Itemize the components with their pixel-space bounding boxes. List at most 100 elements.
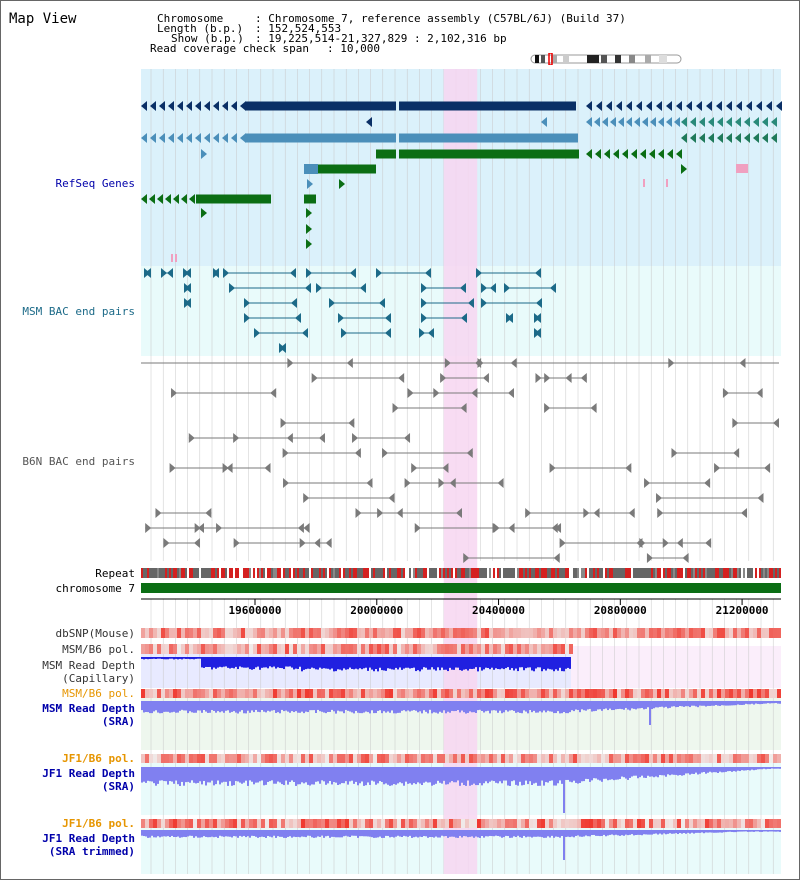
repeat-block [725, 568, 727, 578]
depth-bar [459, 657, 461, 671]
gene-arrow [168, 101, 174, 111]
depth-bar [185, 830, 187, 838]
pol-cell [733, 754, 737, 763]
depth-bar [163, 767, 165, 782]
depth-bar [763, 830, 765, 832]
depth-bar [565, 830, 567, 837]
depth-bar [263, 767, 265, 786]
pol-cell [537, 754, 541, 763]
depth-bar [603, 701, 605, 710]
gene-arrow [762, 117, 768, 127]
depth-bar [443, 701, 445, 711]
pol-cell [233, 819, 237, 828]
repeat-block [671, 568, 673, 578]
depth-bar [173, 767, 175, 784]
pol-cell [325, 689, 329, 698]
pol-cell [725, 628, 729, 638]
depth-bar [257, 830, 259, 838]
depth-bar [207, 657, 209, 668]
depth-bar [173, 830, 175, 837]
pol-cell [433, 819, 437, 828]
depth-bar [721, 830, 723, 833]
depth-bar [209, 767, 211, 783]
repeat-block [673, 568, 675, 578]
depth-bar [363, 657, 365, 669]
pol-cell [773, 628, 777, 638]
depth-bar [735, 767, 737, 772]
msm-bac-label[interactable]: MSM BAC end pairs [22, 305, 135, 318]
depth-bar [251, 657, 253, 670]
gene-arrow [504, 283, 510, 293]
dbsnp-label: dbSNP(Mouse) [55, 627, 135, 640]
depth-bar [383, 701, 385, 712]
depth-bar [387, 701, 389, 712]
depth-bar [227, 657, 229, 668]
pol-cell [385, 689, 389, 698]
pol-cell [501, 689, 505, 698]
refseq-genes-label[interactable]: RefSeq Genes [55, 177, 135, 190]
repeat-block [701, 568, 703, 578]
pol-cell [241, 819, 245, 828]
pol-cell [465, 754, 469, 763]
chromosome-ideogram[interactable] [529, 53, 685, 65]
depth-bar [629, 830, 631, 835]
depth-bar [307, 767, 309, 785]
gene-arrow [481, 283, 487, 293]
pol-cell [653, 754, 657, 763]
depth-bar [679, 830, 681, 834]
b6n-bac-label[interactable]: B6N BAC end pairs [22, 455, 135, 468]
depth-bar [481, 657, 483, 671]
depth-bar [299, 767, 301, 785]
gene-arrow [348, 418, 355, 428]
msm-depth-sra-line2: (SRA) [101, 715, 135, 728]
repeat-block [289, 568, 291, 578]
depth-bar [421, 830, 423, 838]
depth-bar [401, 657, 403, 670]
pol-cell [505, 644, 509, 654]
depth-bar [333, 657, 335, 672]
pol-cell [489, 628, 493, 638]
depth-bar [663, 830, 665, 834]
pol-cell [605, 628, 609, 638]
depth-bar [287, 767, 289, 785]
pol-cell [185, 644, 189, 654]
pol-cell [413, 644, 417, 654]
repeat-block [497, 568, 499, 578]
repeat-block [551, 568, 553, 578]
depth-bar [471, 767, 473, 785]
pol-cell [765, 754, 769, 763]
depth-bar [525, 830, 527, 838]
depth-bar [483, 701, 485, 713]
jf1-depth-trimmed-label: JF1 Read Depth (SRA trimmed) [42, 832, 135, 858]
pol-cell [229, 644, 233, 654]
depth-bar [689, 767, 691, 775]
pol-cell [541, 689, 545, 698]
depth-bar [697, 830, 699, 833]
depth-bar [765, 701, 767, 704]
depth-bar [439, 657, 441, 671]
repeat-block [545, 568, 547, 578]
pol-cell [681, 819, 685, 828]
depth-bar [189, 830, 191, 836]
pol-cell [677, 754, 681, 763]
pol-cell [317, 628, 321, 638]
repeat-block [547, 568, 549, 578]
depth-bar [149, 701, 151, 714]
ideogram-band [645, 55, 651, 63]
repeat-block [723, 568, 725, 578]
pol-cell [281, 819, 285, 828]
pol-cell [421, 644, 425, 654]
pol-cell [513, 689, 517, 698]
depth-bar [361, 657, 363, 670]
repeat-block [531, 568, 533, 578]
depth-bar [483, 767, 485, 784]
depth-bar [219, 767, 221, 785]
gene-arrow [201, 149, 207, 159]
depth-bar [249, 701, 251, 713]
repeat-block [737, 568, 739, 578]
pol-cell [493, 689, 497, 698]
depth-bar [371, 830, 373, 838]
gene-arrow [392, 403, 399, 413]
pol-cell [321, 754, 325, 763]
